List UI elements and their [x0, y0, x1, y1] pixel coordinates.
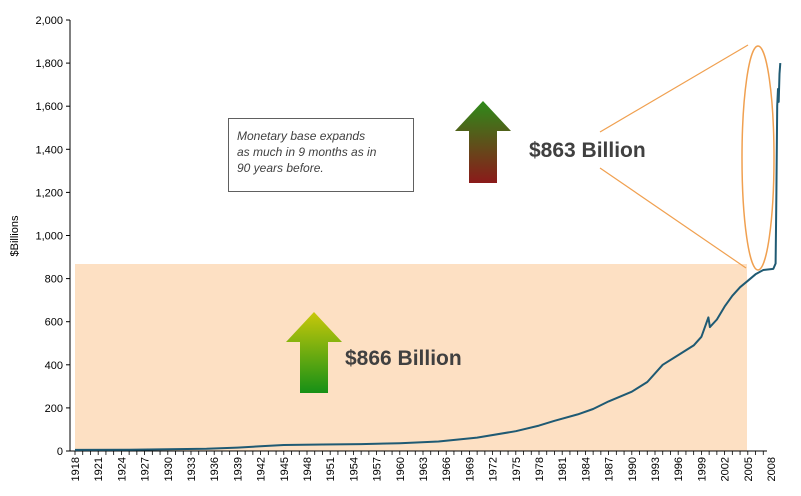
- y-axis-title: $Billions: [9, 215, 21, 256]
- x-tick-label: 1948: [302, 457, 314, 481]
- x-tick-labels: 1918 1921 1924 1927 1930 1933 1936 1939 1942 1945…: [70, 457, 778, 481]
- x-tick-label: 1963: [418, 457, 430, 481]
- y-tick-label: 1,000: [35, 231, 63, 243]
- x-tick-label: 1927: [140, 457, 152, 481]
- x-tick-label: 1924: [116, 457, 128, 481]
- y-tick-label: 200: [45, 403, 63, 415]
- y-tick-labels: 0 200 400 600 800 1,000 1,200 1,400 1,600 1,800 2,…: [35, 15, 63, 458]
- x-tick-label: 1918: [70, 457, 82, 481]
- x-tick-label: 1960: [395, 457, 407, 481]
- x-tick-label: 1972: [488, 457, 500, 481]
- series-group: [74, 63, 782, 451]
- x-tick-label: 1933: [186, 457, 198, 481]
- lower-amount-label: $866 Billion: [345, 347, 462, 370]
- annotation-box: Monetary base expands as much in 9 month…: [228, 118, 414, 192]
- lower-arrow: [286, 312, 342, 393]
- callout-line-bottom: [599, 167, 747, 269]
- x-tick-label: 1978: [534, 457, 546, 481]
- y-tick-label: 400: [45, 360, 63, 372]
- x-tick-label: 1939: [232, 457, 244, 481]
- x-tick-label: 2002: [720, 457, 732, 481]
- upper-amount-label: $863 Billion: [529, 139, 646, 162]
- callout-lines: [599, 44, 775, 271]
- x-tick-label: 1930: [163, 457, 175, 481]
- y-tick-label: 1,400: [35, 144, 63, 156]
- annotation-text: Monetary base expands as much in 9 month…: [237, 129, 377, 175]
- x-tick-label: 1957: [372, 457, 384, 481]
- x-tick-label: 1942: [256, 457, 268, 481]
- x-tick-label: 1969: [464, 457, 476, 481]
- x-tick-label: 1996: [673, 457, 685, 481]
- x-tick-label: 1954: [348, 457, 360, 481]
- x-tick-label: 1921: [93, 457, 105, 481]
- series-line: [74, 63, 782, 451]
- y-tick-label: 2,000: [35, 15, 63, 27]
- callout-ellipse: [741, 45, 775, 271]
- upper-arrow: [455, 101, 511, 183]
- x-tick-label: 1987: [604, 457, 616, 481]
- shaded-region: [75, 264, 747, 451]
- y-tick-label: 1,600: [35, 101, 63, 113]
- x-tick-label: 1936: [209, 457, 221, 481]
- x-tick-label: 1990: [627, 457, 639, 481]
- x-tick-label: 1945: [279, 457, 291, 481]
- x-tick-label: 1966: [441, 457, 453, 481]
- x-tick-label: 1999: [696, 457, 708, 481]
- y-tick-label: 1,200: [35, 187, 63, 199]
- x-tick-label: 1981: [557, 457, 569, 481]
- x-tick-label: 1993: [650, 457, 662, 481]
- y-tick-label: 600: [45, 317, 63, 329]
- axes: [66, 19, 767, 455]
- y-tick-label: 0: [57, 446, 63, 458]
- y-tick-label: 1,800: [35, 58, 63, 70]
- x-tick-label: 2008: [766, 457, 778, 481]
- x-tick-label: 1984: [580, 457, 592, 481]
- x-tick-label: 1975: [511, 457, 523, 481]
- y-tick-label: 800: [45, 274, 63, 286]
- x-tick-label: 1951: [325, 457, 337, 481]
- callout-line-top: [599, 44, 749, 133]
- x-tick-label: 2005: [743, 457, 755, 481]
